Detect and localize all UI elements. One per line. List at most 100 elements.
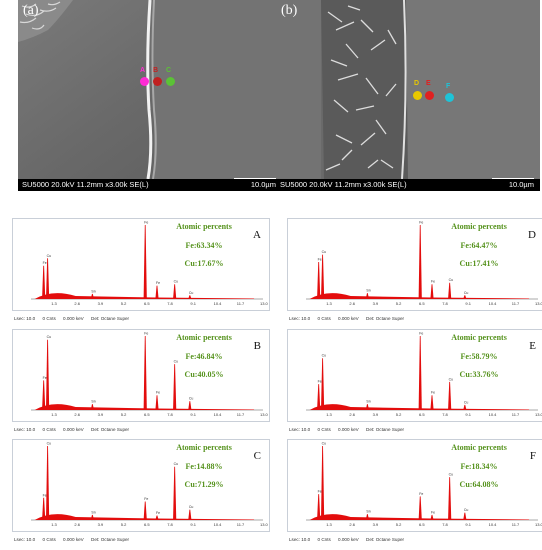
status-det: Det: Octane Super [91, 537, 130, 542]
continuum-background [309, 514, 530, 520]
peak-fe-1 [317, 384, 321, 410]
sem-image-a: (a) A B C SU5000 20.0kV 11.2mm x3.00k SE… [18, 0, 282, 191]
sem-scale: 10.0µm [250, 180, 276, 189]
x-tick-label: 2.6 [349, 412, 355, 417]
fe-percent: Fe:64.47% [460, 241, 498, 250]
x-tick-label: 9.1 [465, 412, 471, 417]
x-tick-label: 6.5 [419, 522, 425, 527]
status-bar: Lsec: 10.0 0 Cnts 0.000 keV Det: Octane … [289, 316, 410, 321]
peak-label: Fe [43, 376, 47, 380]
status-lsec: Lsec: 10.0 [289, 427, 311, 432]
peak-fe-1 [317, 262, 321, 299]
point-marker-e [425, 91, 434, 100]
fe-percent: Fe:63.34% [185, 241, 223, 250]
status-bar: Lsec: 10.0 0 Cnts 0.000 keV Det: Octane … [289, 537, 410, 542]
continuum-background [34, 293, 255, 299]
sem-footer: SU5000 20.0kV 11.2mm x3.00k SE(L) 10.0µm [276, 179, 540, 191]
peak-label: Cu [174, 360, 179, 364]
peak-fe-3 [143, 225, 147, 299]
peak-cu-0 [320, 358, 325, 410]
spectrum-letter: D [528, 229, 536, 241]
status-det: Det: Octane Super [91, 427, 130, 432]
peak-fe-4 [430, 395, 434, 410]
peak-label: Fe [419, 332, 423, 336]
peak-label: Cu [47, 442, 52, 446]
continuum-background [34, 404, 255, 410]
marker-label-f: F [446, 83, 451, 90]
point-marker-b [153, 77, 162, 86]
x-tick-label: 11.7 [512, 301, 520, 306]
status-kev: 0.000 keV [63, 427, 84, 432]
status-kev: 0.000 keV [63, 537, 84, 542]
spectrum-letter: C [253, 450, 261, 462]
status-cnts: 0 Cnts [42, 316, 56, 321]
peak-cu-0 [45, 258, 50, 299]
peak-cu-0 [320, 446, 325, 520]
point-marker-f [445, 93, 454, 102]
x-tick-label: 2.6 [74, 301, 80, 306]
x-tick-label: 6.5 [144, 522, 150, 527]
x-tick-label: 5.2 [121, 412, 127, 417]
peak-label: Cu [322, 354, 327, 358]
x-tick-label: 13.0 [535, 301, 542, 306]
x-tick-label: 11.7 [237, 301, 245, 306]
peak-fe-1 [42, 497, 46, 520]
x-tick-label: 5.2 [121, 301, 127, 306]
peak-fe-4 [155, 285, 159, 299]
point-marker-c [166, 77, 175, 86]
x-tick-label: 5.2 [396, 301, 402, 306]
spectrum-letter: B [253, 340, 261, 352]
x-tick-label: 11.7 [237, 522, 245, 527]
atomic-title: Atomic percents [451, 222, 507, 231]
peak-cu-5 [173, 364, 177, 410]
peak-cu-5 [173, 466, 177, 520]
status-kev: 0.000 keV [63, 316, 84, 321]
panel-letter: (a) [23, 3, 39, 18]
x-tick-label: 10.4 [214, 522, 223, 527]
atomic-percents-box: Atomic percents Fe:14.88% Cu:71.29% [163, 443, 245, 489]
x-tick-label: 3.9 [373, 522, 379, 527]
atomic-title: Atomic percents [176, 333, 232, 342]
scale-bar [234, 178, 276, 179]
status-lsec: Lsec: 10.0 [289, 537, 311, 542]
spectrum-plot: Cu Fe Sn Fe Fe Cu Cu 1.3 2.6 3.9 5.2 6.5 7.8 9.1 10.4 1… [287, 218, 542, 311]
x-tick-label: 9.1 [190, 301, 196, 306]
eds-spectrum-e: Cu Fe Sn Fe Fe Cu Cu 1.3 2.6 3.9 5.2 6.5 7.8 9.1 10.4 1… [287, 329, 542, 432]
atomic-title: Atomic percents [451, 443, 507, 452]
panel-letter: (b) [281, 3, 298, 18]
x-tick-label: 1.3 [51, 301, 57, 306]
peak-cu-5 [448, 282, 452, 299]
cu-percent: Cu:33.76% [459, 370, 499, 379]
x-tick-label: 13.0 [260, 301, 269, 306]
spectrum-plot: Cu Fe Sn Fe Fe Cu Cu 1.3 2.6 3.9 5.2 6.5 7.8 9.1 10.4 1… [287, 329, 542, 422]
x-tick-label: 13.0 [260, 412, 269, 417]
cu-percent: Cu:17.41% [459, 259, 499, 268]
sem-scale: 10.0µm [508, 180, 534, 189]
peak-label: Fe [419, 492, 423, 496]
peak-label: Fe [144, 221, 148, 225]
peak-cu-6 [188, 509, 192, 520]
x-tick-label: 11.7 [512, 522, 520, 527]
peak-label: Sn [91, 510, 95, 514]
peak-fe-1 [317, 494, 321, 520]
peak-fe-4 [430, 284, 434, 299]
peak-fe-1 [42, 380, 46, 410]
eds-spectrum-f: Cu Fe Sn Fe Fe Cu Cu 1.3 2.6 3.9 5.2 6.5 7.8 9.1 10.4 1… [287, 439, 542, 542]
x-tick-label: 10.4 [489, 522, 498, 527]
cu-percent: Cu:64.08% [459, 480, 499, 489]
x-tick-label: 13.0 [535, 412, 542, 417]
continuum-background [309, 404, 530, 410]
x-tick-label: 3.9 [98, 301, 104, 306]
atomic-percents-box: Atomic percents Fe:58.79% Cu:33.76% [438, 333, 520, 379]
peak-label: Cu [189, 397, 194, 401]
atomic-percents-box: Atomic percents Fe:64.47% Cu:17.41% [438, 222, 520, 268]
peak-label: Fe [431, 391, 435, 395]
sem-info: SU5000 20.0kV 11.2mm x3.00k SE(L) [280, 180, 407, 189]
peak-label: Cu [47, 335, 52, 339]
peak-fe-3 [418, 336, 422, 410]
spectrum-letter: F [529, 450, 536, 462]
peak-label: Cu [322, 442, 327, 446]
